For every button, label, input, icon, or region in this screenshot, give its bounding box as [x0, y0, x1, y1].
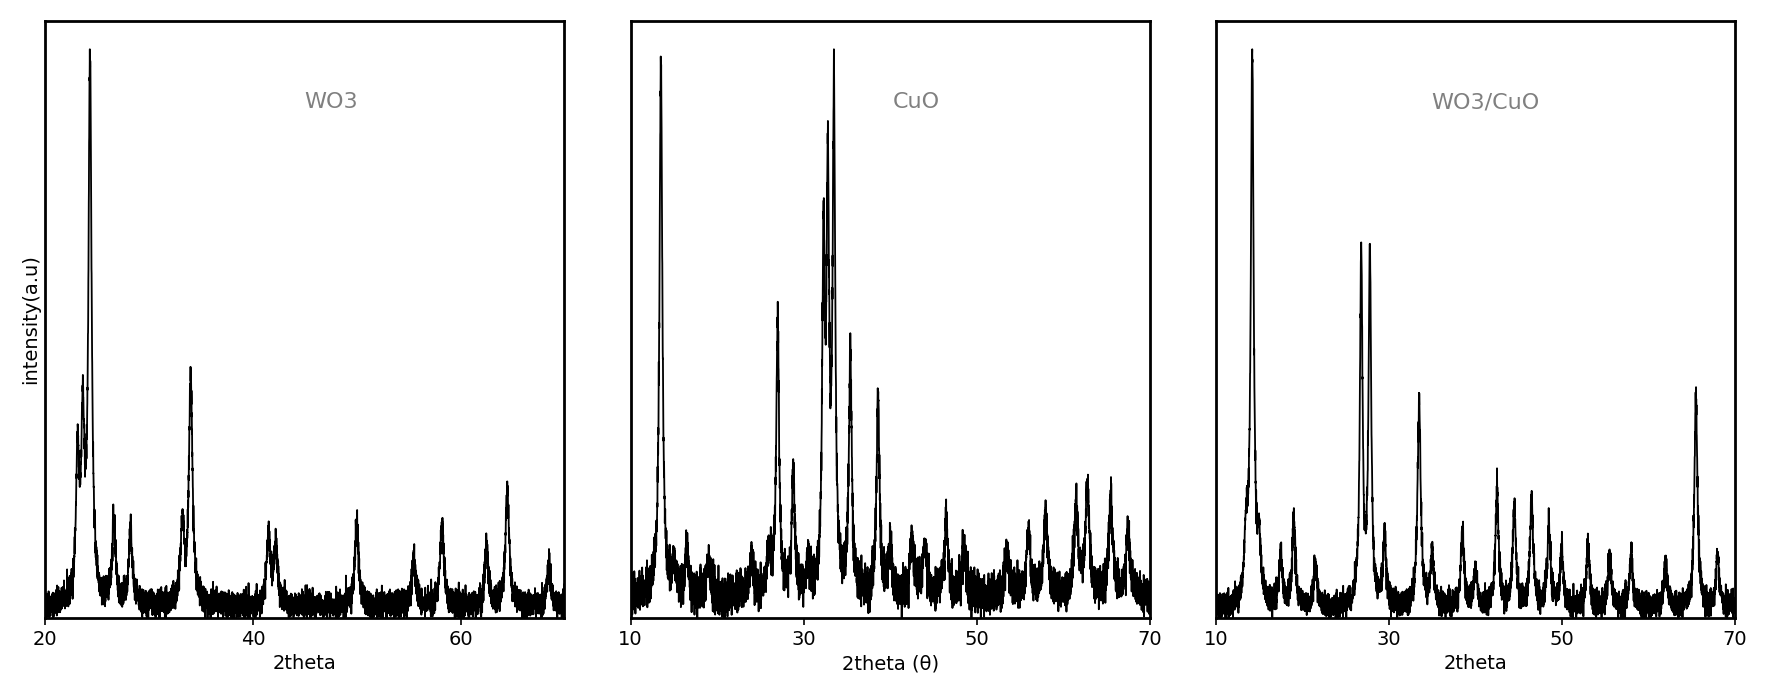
Text: WO3: WO3	[304, 92, 357, 112]
X-axis label: 2theta (θ): 2theta (θ)	[842, 654, 939, 673]
X-axis label: 2theta: 2theta	[272, 654, 336, 673]
Text: WO3/CuO: WO3/CuO	[1432, 92, 1540, 112]
Y-axis label: intensity(a.u): intensity(a.u)	[21, 255, 41, 384]
X-axis label: 2theta: 2theta	[1443, 654, 1508, 673]
Text: CuO: CuO	[893, 92, 939, 112]
